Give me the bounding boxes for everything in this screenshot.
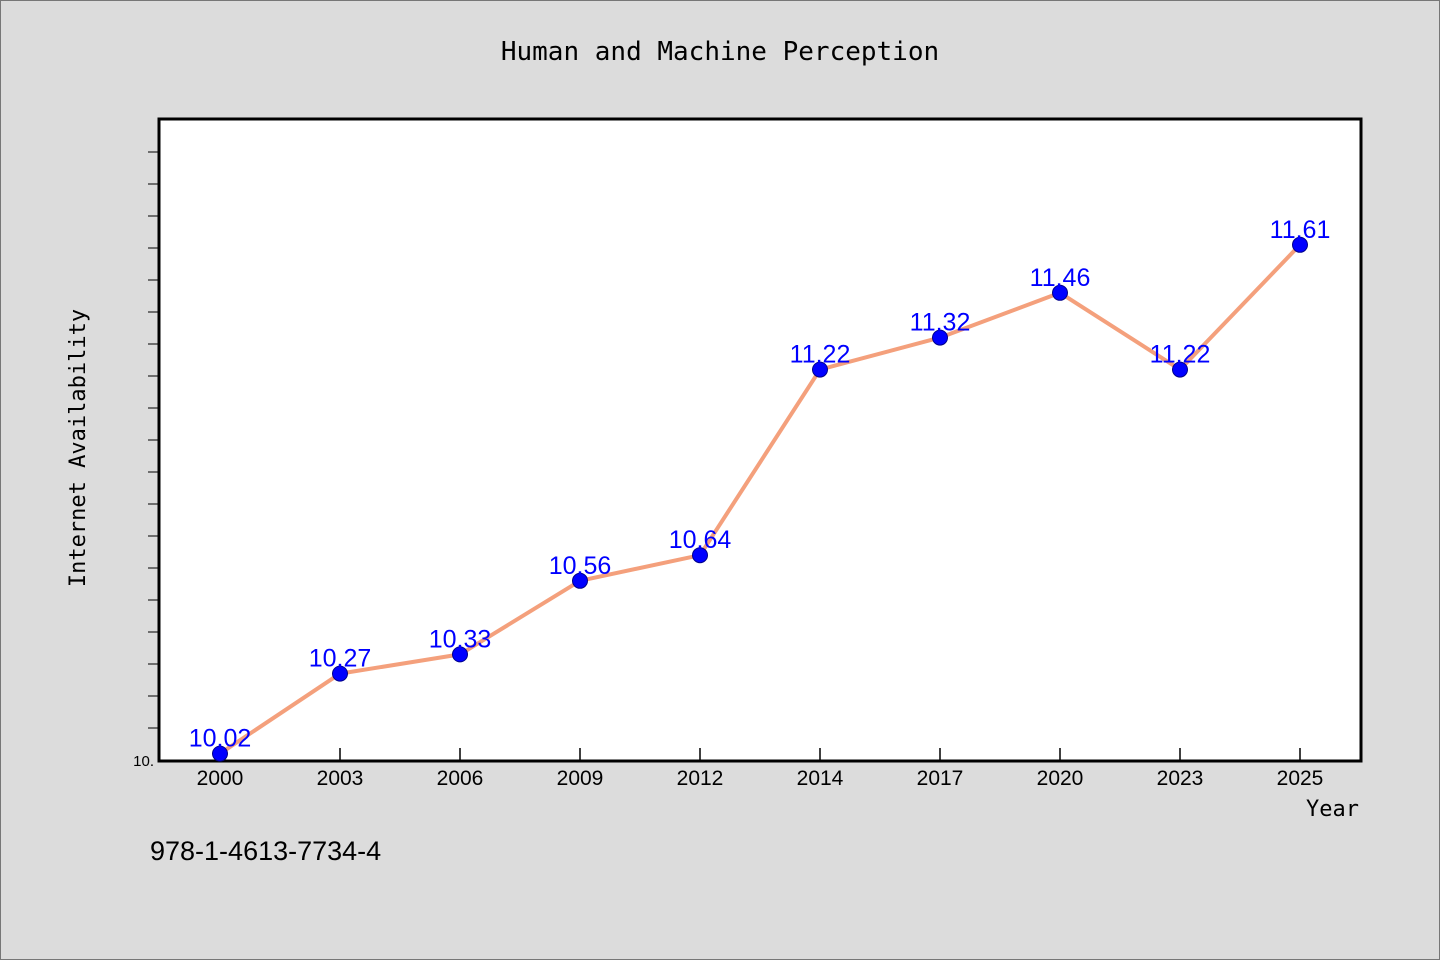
plot-area bbox=[157, 117, 1363, 763]
data-point bbox=[212, 745, 228, 762]
x-tick-label: 2003 bbox=[317, 767, 364, 790]
data-label: 11.32 bbox=[910, 309, 971, 337]
x-tick-label: 2006 bbox=[437, 767, 484, 790]
data-point bbox=[1172, 361, 1188, 378]
isbn-text: 978-1-4613-7734-4 bbox=[150, 836, 382, 866]
data-point bbox=[1052, 284, 1068, 301]
series-line bbox=[218, 243, 1302, 756]
data-point bbox=[572, 572, 588, 589]
y-tick-label: 10. bbox=[133, 753, 154, 770]
x-axis-ticks: 2000 2003 2006 2009 2012 2014 2017 2020 2023 2025 bbox=[197, 748, 1324, 790]
data-label: 10.64 bbox=[669, 526, 732, 554]
y-axis-ticks bbox=[148, 151, 158, 729]
x-tick-label: 2000 bbox=[197, 767, 244, 790]
data-point bbox=[932, 329, 948, 346]
data-point bbox=[332, 665, 348, 682]
data-label: 11.22 bbox=[790, 341, 851, 369]
x-tick-label: 2025 bbox=[1277, 767, 1324, 790]
x-tick-label: 2020 bbox=[1037, 767, 1084, 790]
data-label: 11.46 bbox=[1030, 264, 1091, 292]
x-axis-label: Year bbox=[1306, 797, 1359, 822]
data-point bbox=[1292, 236, 1308, 253]
x-tick-label: 2012 bbox=[677, 767, 724, 790]
data-label: 11.22 bbox=[1150, 341, 1211, 369]
data-label: 11.61 bbox=[1270, 216, 1331, 244]
data-label: 10.27 bbox=[309, 645, 372, 673]
data-point bbox=[452, 646, 468, 663]
data-label: 10.56 bbox=[549, 552, 612, 580]
x-tick-label: 2009 bbox=[557, 767, 604, 790]
data-point bbox=[692, 547, 708, 564]
data-series: 10.02 10.27 10.33 10.56 10.64 11.22 11.32 11.46… bbox=[189, 216, 1331, 762]
data-point bbox=[812, 361, 828, 378]
chart-title: Human and Machine Perception bbox=[501, 37, 939, 67]
y-axis-label: Internet Availability bbox=[66, 309, 91, 587]
x-tick-label: 2023 bbox=[1157, 767, 1204, 790]
data-label: 10.33 bbox=[429, 625, 492, 653]
data-label: 10.02 bbox=[189, 725, 252, 753]
x-tick-label: 2017 bbox=[917, 767, 964, 790]
x-tick-label: 2014 bbox=[797, 767, 844, 790]
